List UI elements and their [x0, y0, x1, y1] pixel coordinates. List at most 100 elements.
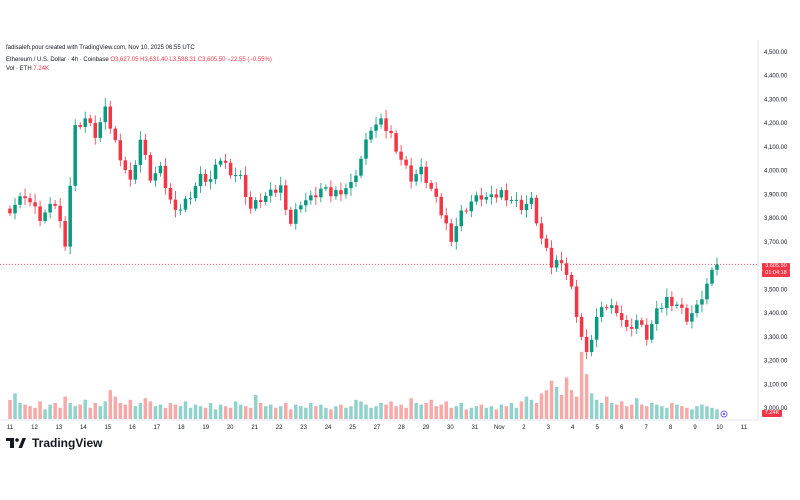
volume-bar [544, 390, 549, 419]
candle [554, 260, 559, 268]
time-tick-label: 5 [596, 425, 600, 431]
volume-bar [198, 406, 203, 419]
candle [359, 158, 363, 176]
volume-bar [384, 404, 388, 419]
volume-bar [584, 374, 589, 419]
volume-bar [93, 403, 97, 419]
volume-bar [499, 404, 504, 419]
volume-bar [524, 396, 529, 419]
volume-bar [73, 406, 77, 419]
volume-bar [83, 399, 87, 419]
candle [715, 264, 719, 270]
ohlc-values: O3,627.05 H3,631.40 L3,588.31 C3,605.50 … [110, 57, 272, 63]
volume-bar [153, 406, 158, 419]
volume-bar [178, 406, 183, 419]
candle [68, 185, 72, 247]
volume-bar [243, 406, 248, 419]
volume-bar [344, 407, 348, 419]
volume-bar [695, 406, 699, 419]
volume-bar [424, 403, 428, 419]
volume-bar [339, 404, 343, 419]
volume-bar [564, 377, 569, 419]
candle [218, 160, 223, 165]
volume-bar [148, 401, 153, 419]
candle [238, 174, 243, 176]
brand-footer[interactable]: TradingView [6, 436, 102, 450]
volume-bar [640, 404, 644, 419]
candle [690, 313, 694, 322]
volume-bar [504, 406, 509, 419]
volume-bar [539, 393, 544, 419]
candle [650, 324, 654, 340]
volume-bar [454, 406, 459, 419]
chart-credit: fadisaleh.pour created with TradingView.… [6, 45, 195, 51]
volume-bar [670, 403, 674, 419]
time-tick-label: 18 [178, 425, 185, 431]
candle [459, 210, 464, 227]
candle [43, 212, 47, 221]
volume-bar [103, 401, 108, 419]
candle [183, 198, 188, 210]
volume-bar [645, 406, 649, 419]
candle [53, 203, 57, 206]
time-tick-label: 23 [300, 425, 307, 431]
volume-bar [599, 403, 604, 419]
volume-bar [268, 404, 273, 419]
volume-bar [78, 404, 82, 419]
candle [454, 226, 459, 242]
time-tick-label: 29 [423, 425, 430, 431]
volume-bar [158, 404, 163, 419]
candle [279, 185, 283, 193]
price-tick-label: 4,200.00 [764, 121, 788, 127]
candle [444, 215, 448, 224]
candle [584, 336, 589, 353]
candle [409, 165, 413, 182]
volume-bar [183, 401, 188, 419]
candle [23, 196, 27, 199]
candle [113, 128, 118, 141]
volume-bar [309, 403, 313, 419]
volume-bar [98, 406, 103, 419]
volume-bar [43, 409, 47, 419]
candle [294, 209, 298, 224]
candle [509, 200, 514, 202]
candle [223, 160, 228, 163]
candle [559, 260, 564, 264]
volume-bar [429, 399, 433, 419]
volume-bar [223, 406, 228, 419]
volume-bar [549, 380, 554, 419]
price-tick-label: 3,300.00 [764, 335, 788, 341]
candle [78, 125, 82, 127]
candle [193, 186, 198, 199]
candle [529, 197, 534, 204]
price-tick-label: 4,400.00 [764, 74, 788, 80]
time-axis[interactable]: 11 12 13 14 15 16 17 18 19 20 21 22 23 24 25 27 28 29 30 31… [7, 425, 748, 431]
candle [168, 187, 173, 200]
time-tick-label: 9 [693, 425, 697, 431]
volume-bar [680, 406, 684, 419]
candle [263, 195, 268, 202]
candle [354, 175, 358, 183]
volume-bar [589, 393, 594, 419]
symbol-name[interactable]: Ethereum / U.S. Dollar · 4h · Coinbase [6, 57, 109, 63]
time-tick-label: 20 [227, 425, 234, 431]
candle [624, 320, 629, 327]
price-axis[interactable]: 4,500.00 4,400.00 4,300.00 4,200.00 4,100.00… [764, 50, 788, 412]
volume-bar [289, 409, 293, 419]
candle [188, 198, 193, 200]
time-tick-label: 16 [129, 425, 136, 431]
candle [469, 201, 474, 212]
time-tick-label: 27 [374, 425, 381, 431]
volume-name[interactable]: Vol · ETH [6, 66, 32, 72]
brand-name: TradingView [32, 436, 103, 450]
volume-bar [13, 393, 17, 419]
candle [700, 299, 704, 305]
candle [88, 118, 92, 123]
candle [299, 205, 303, 210]
volume-bar [88, 407, 92, 419]
volume-bar [304, 407, 308, 419]
time-tick-label: 31 [472, 425, 479, 431]
volume-legend: Vol · ETH 7.24K [6, 66, 49, 72]
time-tick-label: 30 [447, 425, 454, 431]
